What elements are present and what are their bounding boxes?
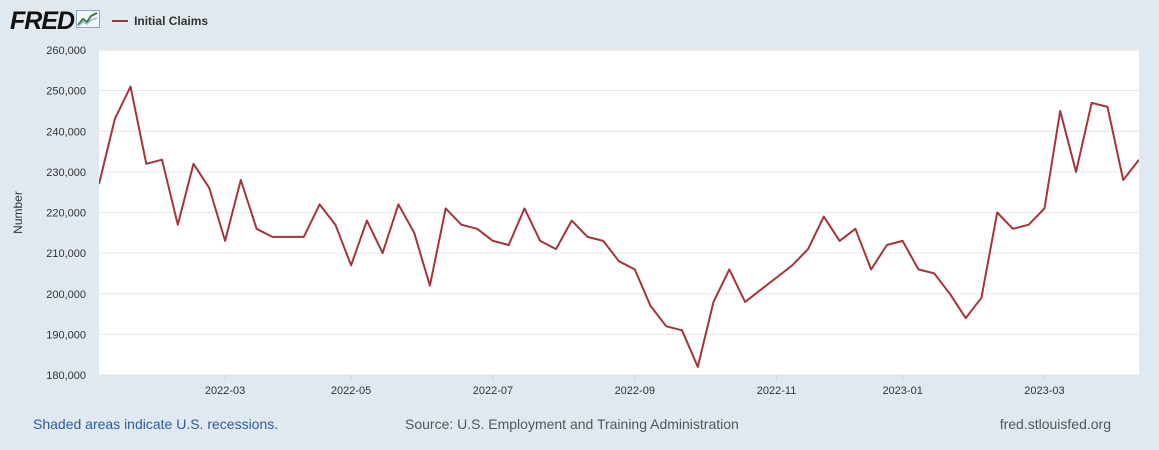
x-tick-label: 2022-03 <box>205 385 245 397</box>
series-line-initial-claims <box>99 85 1139 368</box>
y-tick-label: 180,000 <box>46 370 86 382</box>
y-tick-label: 240,000 <box>46 126 86 138</box>
y-tick-label: 250,000 <box>46 86 86 98</box>
x-tick-label: 2022-05 <box>331 385 371 397</box>
legend-swatch <box>112 20 129 22</box>
fred-logo[interactable]: FRED <box>10 6 101 35</box>
x-tick-label: 2022-11 <box>757 385 797 397</box>
x-tick-label: 2023-03 <box>1024 385 1064 397</box>
y-tick-label: 200,000 <box>46 289 86 301</box>
x-tick-label: 2023-01 <box>882 385 922 397</box>
x-tick-label: 2022-07 <box>473 385 513 397</box>
y-tick-label: 230,000 <box>46 167 86 179</box>
y-tick-label: 210,000 <box>46 248 86 260</box>
y-axis-label: Number <box>11 191 25 234</box>
chart-header: FRED Initial Claims <box>10 6 208 36</box>
y-tick-label: 220,000 <box>46 208 86 220</box>
chart-line-icon <box>76 9 101 33</box>
legend-label: Initial Claims <box>134 14 209 28</box>
y-tick-label: 190,000 <box>46 329 86 341</box>
y-tick-label: 260,000 <box>46 45 86 57</box>
line-chart: 180,000 190,000 200,000 210,000 220,000 230,0… <box>11 45 1139 397</box>
site-url[interactable]: fred.stlouisfed.org <box>999 416 1111 432</box>
logo-text: FRED <box>10 6 75 35</box>
source-note: Source: U.S. Employment and Training Adm… <box>405 416 739 432</box>
recession-note: Shaded areas indicate U.S. recessions. <box>33 416 279 432</box>
chart-legend[interactable]: Initial Claims <box>112 14 208 28</box>
x-tick-label: 2022-09 <box>615 385 655 397</box>
